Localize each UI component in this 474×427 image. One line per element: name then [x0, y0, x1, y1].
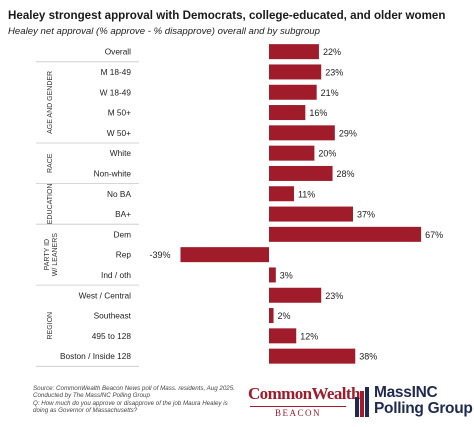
value-label-11: 3%: [280, 270, 293, 280]
category-label-11: Ind / oth: [101, 270, 131, 280]
value-label-14: 12%: [300, 331, 318, 341]
category-label-15: Boston / Inside 128: [60, 351, 131, 361]
question-note-line-1: Q: How much do you approve or disapprove…: [33, 399, 228, 407]
value-label-7: 11%: [298, 189, 315, 199]
massinc-logo-line-1: MassINC: [374, 384, 438, 401]
value-label-9: 67%: [425, 230, 443, 240]
category-label-10: Rep: [116, 250, 132, 260]
value-label-2: 21%: [321, 88, 339, 98]
bar-4: [269, 125, 335, 141]
group-label-5: REGION: [47, 312, 54, 340]
bar-13: [269, 308, 274, 324]
category-label-5: White: [110, 148, 132, 158]
question-note-line-2: doing as Governor of Massachusetts?: [33, 407, 138, 415]
bar-2: [269, 84, 317, 100]
value-label-8: 37%: [357, 210, 375, 220]
category-label-1: M 18-49: [101, 67, 132, 77]
bar-7: [269, 186, 294, 202]
chart-title: Healey strongest approval with Democrats…: [8, 9, 446, 22]
bar-1: [269, 64, 322, 80]
massinc-logo-line-2: Polling Group: [374, 400, 473, 417]
category-label-4: W 50+: [107, 128, 131, 138]
group-label-4: PARTY IDW/ LEANERS: [44, 233, 59, 277]
bar-11: [269, 267, 276, 283]
value-label-3: 16%: [309, 108, 327, 118]
bar-15: [269, 348, 356, 364]
commonwealth-logo-rule: [250, 406, 346, 407]
group-label-2: RACE: [47, 153, 54, 173]
chart-subtitle: Healey net approval (% approve - % disap…: [8, 26, 320, 37]
group-label-line: W/ LEANERS: [52, 233, 59, 277]
value-label-13: 2%: [278, 311, 291, 321]
massinc-mark-icon: [355, 387, 369, 417]
commonwealth-logo-name: CommonWealth: [248, 384, 360, 403]
bar-10: [180, 247, 269, 263]
value-label-1: 23%: [325, 67, 343, 77]
chart-footer: Source: CommonWealth Beacon News poll of…: [33, 385, 248, 415]
category-label-2: W 18-49: [100, 87, 132, 97]
category-label-0: Overall: [105, 47, 131, 57]
bar-3: [269, 105, 306, 121]
group-label-1: AGE AND GENDER: [47, 71, 54, 134]
bar-12: [269, 287, 322, 303]
bar-8: [269, 206, 353, 222]
bar-5: [269, 145, 315, 161]
value-label-0: 22%: [323, 47, 341, 57]
value-label-10: -39%: [149, 250, 170, 260]
category-label-8: BA+: [115, 209, 131, 219]
bar-chart: Overall 22% M 18-49 23% W 18-49 21% M 50+ 16% W …: [36, 44, 443, 367]
bar-6: [269, 165, 333, 181]
value-label-5: 20%: [318, 149, 336, 159]
group-label-3: EDUCATION: [47, 184, 54, 225]
group-label-line: PARTY ID: [44, 239, 51, 271]
category-label-7: No BA: [107, 189, 131, 199]
commonwealth-beacon-logo: CommonWealth BEACON: [248, 384, 360, 420]
source-note: Source: CommonWealth Beacon News poll of…: [33, 385, 235, 392]
bar-14: [269, 328, 297, 344]
bar-9: [269, 226, 422, 242]
value-label-6: 28%: [337, 169, 355, 179]
category-label-9: Dem: [113, 229, 131, 239]
value-label-4: 29%: [339, 128, 357, 138]
value-label-12: 23%: [325, 291, 343, 301]
commonwealth-logo-sub: BEACON: [274, 408, 321, 418]
conducted-note: Conducted by The MassINC Polling Group: [33, 392, 150, 400]
massinc-logo: MassINC Polling Group: [355, 384, 473, 420]
category-label-13: Southeast: [94, 311, 132, 321]
category-label-14: 495 to 128: [92, 331, 132, 341]
category-label-6: Non-white: [94, 168, 132, 178]
bar-0: [269, 44, 319, 60]
value-label-15: 38%: [359, 352, 377, 362]
category-label-3: M 50+: [108, 108, 131, 118]
category-label-12: West / Central: [79, 290, 132, 300]
